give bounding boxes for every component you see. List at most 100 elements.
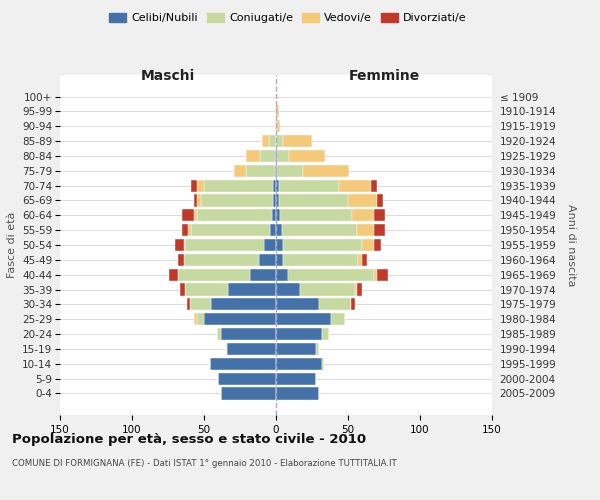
Bar — [276, 343, 316, 355]
Bar — [265, 239, 276, 251]
Bar — [276, 150, 277, 162]
Bar — [217, 328, 221, 340]
Bar — [279, 194, 348, 206]
Bar — [374, 239, 381, 251]
Bar — [371, 180, 377, 192]
Bar — [331, 313, 345, 326]
Y-axis label: Anni di nascita: Anni di nascita — [566, 204, 576, 286]
Bar — [221, 328, 276, 340]
Legend: Celibi/Nubili, Coniugati/e, Vedovi/e, Divorziati/e: Celibi/Nubili, Coniugati/e, Vedovi/e, Di… — [105, 8, 471, 28]
Bar — [276, 164, 277, 177]
Bar — [259, 254, 276, 266]
Bar — [201, 194, 273, 206]
Bar — [197, 194, 201, 206]
Bar — [260, 150, 275, 162]
Bar — [283, 254, 358, 266]
Bar — [283, 135, 312, 147]
Bar — [185, 284, 229, 296]
Bar — [276, 135, 283, 147]
Bar — [194, 209, 197, 222]
Bar — [276, 209, 280, 222]
Text: Femmine: Femmine — [349, 69, 419, 83]
Bar — [188, 224, 191, 236]
Bar — [204, 313, 276, 326]
Bar — [301, 284, 355, 296]
Bar — [282, 224, 356, 236]
Bar — [289, 150, 325, 162]
Bar — [358, 254, 362, 266]
Bar — [340, 180, 371, 192]
Bar — [276, 298, 319, 310]
Bar — [374, 209, 385, 222]
Bar — [187, 298, 190, 310]
Bar — [275, 150, 276, 162]
Bar — [276, 388, 319, 400]
Bar — [197, 313, 204, 326]
Bar — [276, 106, 279, 118]
Bar — [185, 239, 265, 251]
Bar — [276, 372, 316, 384]
Bar — [276, 180, 279, 192]
Bar — [272, 209, 276, 222]
Bar — [275, 164, 276, 177]
Bar — [377, 268, 388, 281]
Bar — [283, 239, 362, 251]
Bar — [182, 224, 188, 236]
Bar — [234, 164, 246, 177]
Bar — [377, 194, 383, 206]
Bar — [279, 180, 340, 192]
Bar — [275, 120, 276, 132]
Bar — [246, 164, 275, 177]
Y-axis label: Fasce di età: Fasce di età — [7, 212, 17, 278]
Bar — [356, 284, 362, 296]
Bar — [179, 284, 185, 296]
Bar — [374, 224, 385, 236]
Bar — [250, 268, 276, 281]
Bar — [184, 239, 185, 251]
Bar — [169, 268, 178, 281]
Bar — [362, 239, 374, 251]
Bar — [204, 180, 273, 192]
Bar — [262, 135, 269, 147]
Bar — [273, 180, 276, 192]
Bar — [276, 328, 322, 340]
Bar — [277, 150, 289, 162]
Bar — [276, 268, 287, 281]
Bar — [276, 284, 301, 296]
Text: Popolazione per età, sesso e stato civile - 2010: Popolazione per età, sesso e stato civil… — [12, 432, 366, 446]
Bar — [270, 224, 276, 236]
Bar — [194, 194, 197, 206]
Bar — [221, 388, 276, 400]
Text: Maschi: Maschi — [141, 69, 195, 83]
Bar — [304, 164, 349, 177]
Bar — [211, 298, 276, 310]
Bar — [356, 224, 374, 236]
Bar — [276, 194, 279, 206]
Bar — [374, 268, 377, 281]
Bar — [280, 209, 352, 222]
Bar — [273, 194, 276, 206]
Bar — [194, 313, 197, 326]
Bar — [229, 284, 276, 296]
Bar — [352, 209, 374, 222]
Bar — [178, 254, 184, 266]
Bar — [276, 239, 283, 251]
Bar — [227, 343, 276, 355]
Bar — [191, 224, 270, 236]
Bar — [277, 120, 280, 132]
Bar — [276, 358, 322, 370]
Bar — [197, 209, 272, 222]
Bar — [218, 372, 276, 384]
Bar — [190, 298, 211, 310]
Bar — [348, 194, 377, 206]
Bar — [182, 209, 194, 222]
Bar — [191, 180, 197, 192]
Bar — [277, 164, 304, 177]
Bar — [319, 298, 351, 310]
Bar — [210, 358, 276, 370]
Bar — [276, 254, 283, 266]
Bar — [184, 254, 259, 266]
Bar — [362, 254, 367, 266]
Bar — [197, 180, 204, 192]
Bar — [276, 313, 331, 326]
